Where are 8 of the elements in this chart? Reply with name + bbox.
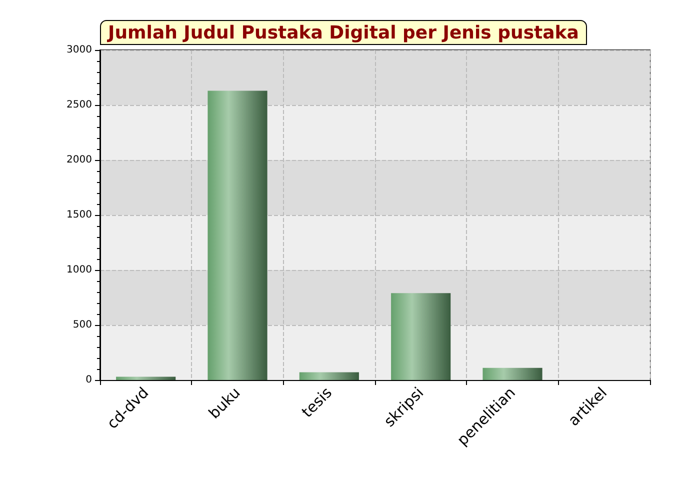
y-tick-label: 2500 — [66, 100, 92, 110]
y-tick-label: 2000 — [66, 154, 92, 166]
y-tick-label: 500 — [72, 320, 92, 330]
y-tick-label: 0 — [86, 374, 92, 386]
y-tick-label: 1000 — [66, 264, 92, 276]
y-tick-label: 3000 — [66, 44, 92, 56]
chart-title: Jumlah Judul Pustaka Digital per Jenis pustaka — [106, 22, 579, 44]
y-tick-label: 1500 — [66, 210, 92, 220]
